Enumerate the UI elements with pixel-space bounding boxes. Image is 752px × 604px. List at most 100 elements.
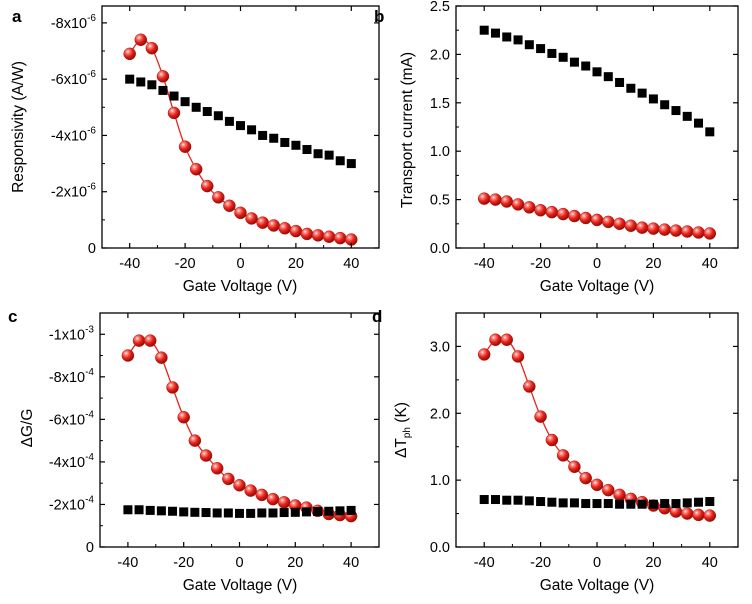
panel-d-circle-point: [534, 410, 547, 423]
panel-d-square-point: [581, 499, 591, 509]
panel-b-square-point: [479, 25, 489, 35]
panel-b-square-point: [581, 61, 591, 71]
panel-a-square-point: [346, 159, 356, 169]
panel-a-square-point: [169, 91, 179, 101]
panel-b-x-axis-label: Gate Voltage (V): [540, 278, 655, 295]
panel-d-circle-point: [613, 488, 626, 502]
panel-d-circle-point: [523, 380, 536, 393]
panel-a-circle-point: [333, 231, 347, 245]
panel-a-x-tick-label: 40: [343, 256, 359, 272]
panel-a-circle-point: [311, 229, 325, 242]
panel-d-y-tick-label: 2.0: [430, 406, 450, 422]
panel-b-circle-point: [680, 225, 694, 238]
panel-a-circle-point: [289, 224, 303, 238]
panel-c-y-tick-label: -6x10-4: [49, 409, 95, 428]
panel-c-y-tick-label: -4x10-4: [49, 452, 95, 471]
panel-c-circle-point: [177, 410, 190, 424]
panel-d-circle-point: [545, 433, 559, 447]
panel-a-y-ticks: 0 -2x10-6 -4x10-6 -6x10-6 -8x10-6: [51, 13, 379, 257]
panel-a-square-point: [136, 77, 146, 87]
panel-d-square-point: [524, 496, 534, 506]
panel-b-circle-point: [635, 221, 649, 234]
panel-d-circle-point: [590, 478, 604, 492]
panel-b-circle-point: [613, 217, 626, 231]
panel-d-circle-point: [579, 471, 592, 485]
panel-a-y-tick-label: -2x10-6: [51, 182, 97, 201]
panel-c-circle-point: [255, 488, 269, 502]
panel-c: c -40 -20 0 20 40 0 -2x10-4 -4x10-4 -6x10-4 -8x1…: [8, 307, 380, 594]
panel-d-square-point: [637, 499, 647, 509]
panel-d-x-tick-label: 20: [645, 555, 661, 571]
panel-a-square-point: [213, 111, 223, 121]
panel-c-square-point: [313, 506, 323, 516]
panel-a-square-point: [236, 121, 245, 131]
panel-c-circle-point: [199, 449, 213, 462]
panel-c-square-point: [290, 507, 300, 517]
panel-a-square-point: [224, 116, 234, 126]
panel-a-x-ticks: -40 -20 0 20 40: [101, 6, 380, 272]
panel-d-square-point: [569, 498, 579, 508]
panel-b-x-tick-label: 0: [593, 256, 601, 272]
panel-d-circle-point: [703, 509, 717, 522]
panel-a-x-tick-label: 20: [288, 256, 304, 272]
panel-d-circle-point: [692, 508, 705, 522]
panel-d-square-point: [592, 499, 602, 509]
panel-b-y-tick-label: 0.5: [430, 193, 450, 209]
panel-c-circle-point: [121, 349, 135, 362]
panel-b-square-point: [671, 106, 681, 116]
panel-d-x-tick-label: -20: [530, 555, 551, 571]
panel-c-x-tick-label: -40: [117, 555, 138, 571]
panel-b-y-axis-label: Transport current (mA): [399, 52, 416, 208]
panel-c-circle-point: [233, 479, 246, 492]
panel-a-square-point: [247, 125, 257, 135]
panel-c-circle-point: [222, 472, 235, 486]
panel-b-circle-point: [624, 219, 638, 232]
panel-c-y-tick-label: -1x10-3: [49, 324, 95, 343]
panel-d-square-point: [705, 497, 715, 507]
panel-b-square-point: [603, 72, 613, 82]
panel-d-square-point: [547, 497, 557, 507]
panel-a-square-point: [313, 149, 323, 159]
panel-b-circle-point: [579, 211, 592, 225]
panel-a-circle-point: [156, 70, 170, 83]
panel-b-square-point: [502, 32, 512, 42]
panel-d-label: d: [372, 307, 382, 326]
panel-d-y-ticks: 0.0 1.0 2.0 3.0: [430, 339, 738, 556]
panel-d-marks: [477, 333, 717, 522]
panel-b-square-point: [705, 127, 715, 137]
panel-c-square-point: [235, 508, 244, 518]
panel-d-x-tick-label: -40: [474, 555, 495, 571]
panel-b-square-point: [536, 44, 546, 54]
panel-c-square-point: [190, 507, 200, 517]
panel-b-x-ticks: -40 -20 0 20 40: [455, 6, 739, 272]
panel-b-square-point: [592, 67, 602, 77]
panel-b-circle-point: [658, 223, 671, 236]
panel-c-square-point: [279, 508, 289, 518]
panel-b-square-point: [558, 52, 568, 62]
panel-b-square-point: [569, 57, 579, 67]
panel-a-x-axis-label: Gate Voltage (V): [183, 278, 298, 295]
panel-d-square-point: [479, 495, 489, 505]
panel-b-circle-point: [477, 192, 491, 205]
panel-c-square-point: [134, 505, 144, 515]
panel-b-square-point: [524, 40, 534, 50]
panel-b-square-point: [513, 35, 523, 45]
panel-d-circle-point: [511, 350, 525, 363]
panel-a-x-tick-label: 0: [236, 256, 244, 272]
panel-d-square-point: [615, 499, 625, 509]
panel-d-circle-point: [568, 460, 581, 474]
panel-a-circle-point: [145, 41, 159, 55]
panel-b-circle-point: [602, 215, 615, 229]
panel-d-square-point: [648, 499, 658, 509]
panel-d-square-point: [694, 497, 704, 507]
panel-c-label: c: [8, 307, 17, 326]
panel-c-square-point: [257, 508, 267, 518]
panel-c-circle-point: [266, 492, 280, 506]
panel-a-y-tick-label: -6x10-6: [51, 69, 97, 88]
panel-b-square-point: [547, 48, 557, 58]
panel-a-circle-point: [123, 47, 136, 61]
panel-b-circle-point: [568, 209, 581, 223]
panel-c-square-point: [212, 508, 222, 518]
panel-d-circle-point: [556, 449, 570, 462]
